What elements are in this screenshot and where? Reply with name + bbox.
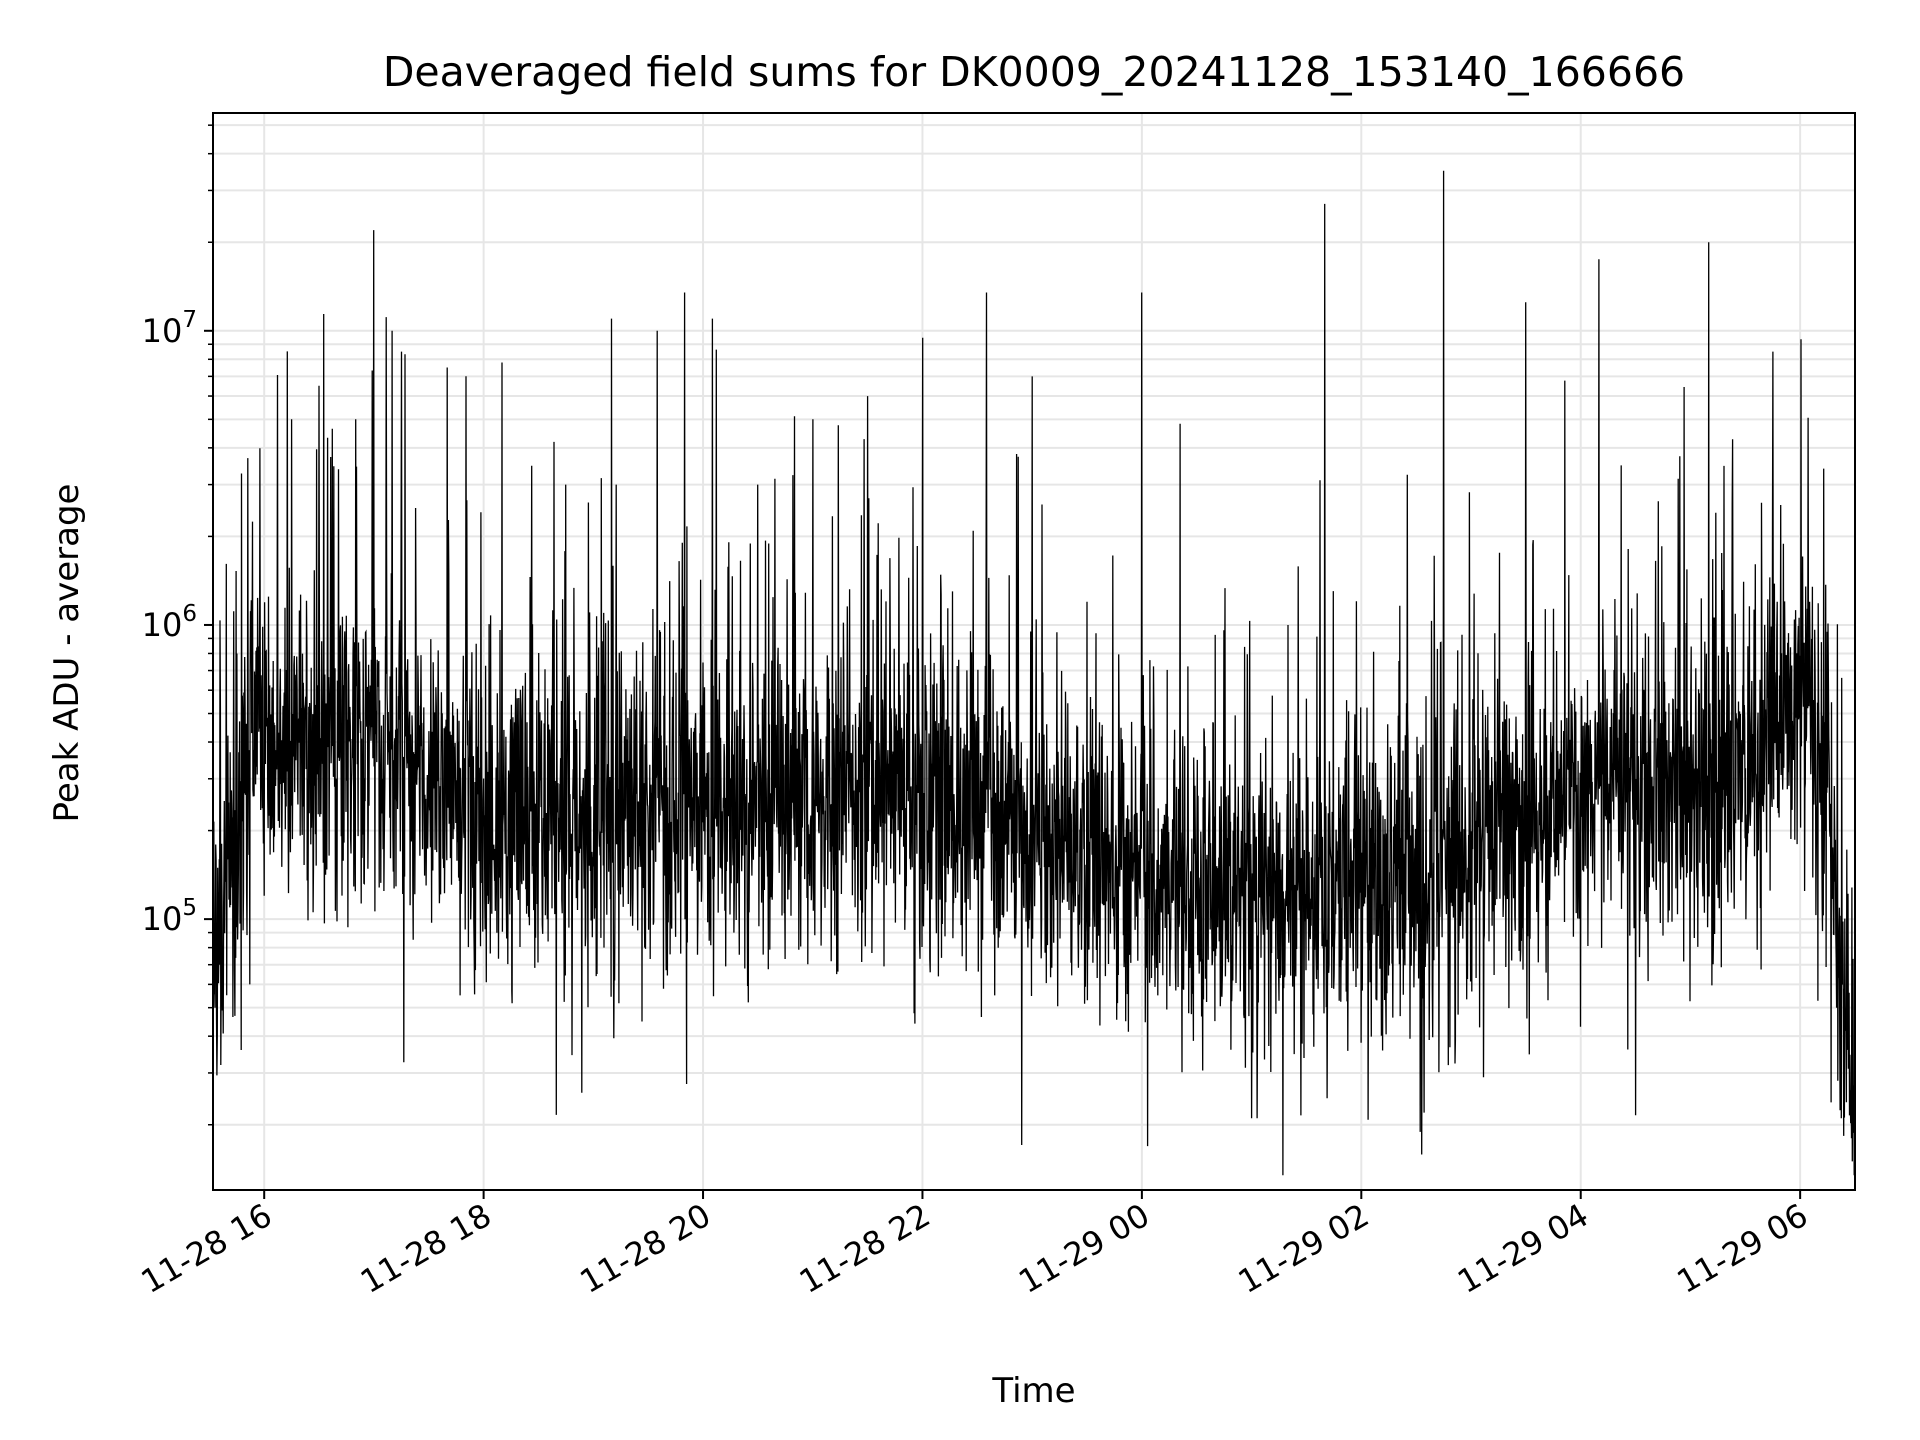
y-tick-labels: 105 106 107	[142, 307, 197, 938]
series-line	[212, 170, 1856, 1176]
x-axis-label: Time	[991, 1371, 1075, 1411]
y-axis-label: Peak ADU - average	[47, 484, 87, 823]
chart-title: Deaveraged field sums for DK0009_2024112…	[383, 48, 1685, 96]
y-tick-label: 105	[142, 895, 197, 938]
series-layer	[212, 170, 1856, 1176]
y-tick-label: 107	[142, 307, 197, 350]
y-tick-label: 106	[142, 601, 197, 644]
plot-frame	[212, 112, 1856, 1191]
ticks-layer	[204, 124, 1802, 1199]
